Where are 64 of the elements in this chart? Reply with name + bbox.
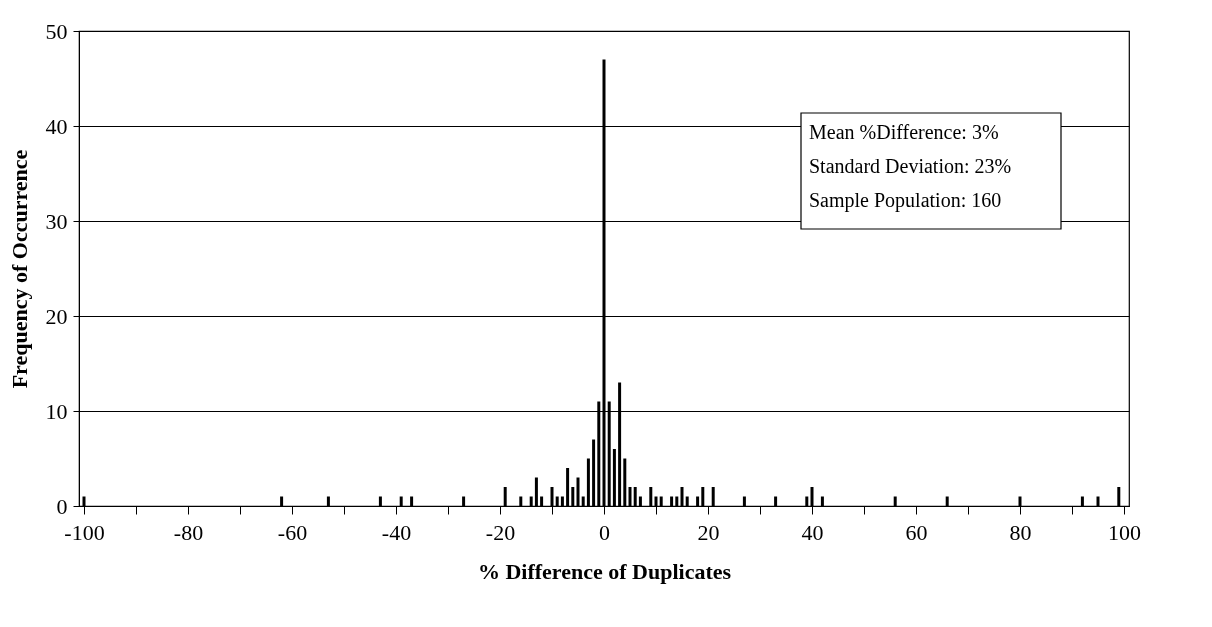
- bar: [503, 487, 507, 506]
- x-tick-label: 40: [801, 519, 824, 545]
- bar: [566, 468, 570, 506]
- x-tick-label: -40: [381, 519, 412, 545]
- y-tick-label: 30: [45, 208, 68, 234]
- y-tick-label: 50: [45, 18, 68, 44]
- annotation: Standard Deviation: 23%: [809, 155, 1012, 178]
- bar: [586, 458, 590, 506]
- bar: [378, 496, 382, 506]
- x-tick-label: -80: [173, 519, 204, 545]
- bar: [1080, 496, 1084, 506]
- annotation: Mean %Difference: 3%: [809, 121, 999, 144]
- y-tick-label: 0: [56, 493, 68, 519]
- bar: [280, 496, 284, 506]
- bar: [571, 487, 575, 506]
- y-tick-label: 20: [45, 303, 68, 329]
- x-tick-label: -20: [485, 519, 516, 545]
- bar: [555, 496, 559, 506]
- bar: [410, 496, 414, 506]
- bar: [638, 496, 642, 506]
- bar: [945, 496, 949, 506]
- y-axis-title: Frequency of Occurrence: [6, 149, 32, 389]
- x-tick-label: 60: [905, 519, 928, 545]
- x-tick-label: -60: [277, 519, 308, 545]
- bar: [529, 496, 533, 506]
- bar: [612, 449, 616, 506]
- bar: [540, 496, 544, 506]
- bar: [628, 487, 632, 506]
- y-tick-label: 40: [45, 113, 68, 139]
- bar: [1096, 496, 1100, 506]
- bar: [675, 496, 679, 506]
- bar: [399, 496, 403, 506]
- x-tick-label: 20: [697, 519, 720, 545]
- x-tick-label: 80: [1009, 519, 1032, 545]
- bar: [633, 487, 637, 506]
- bar: [534, 477, 538, 506]
- bar: [701, 487, 705, 506]
- bar: [742, 496, 746, 506]
- bar: [581, 496, 585, 506]
- bar: [1117, 487, 1121, 506]
- x-axis-title: % Difference of Duplicates: [477, 558, 732, 584]
- bar: [805, 496, 809, 506]
- bar: [560, 496, 564, 506]
- y-tick-label: 10: [45, 398, 68, 424]
- bar: [462, 496, 466, 506]
- bar: [670, 496, 674, 506]
- bar: [711, 487, 715, 506]
- bar: [326, 496, 330, 506]
- bar: [519, 496, 523, 506]
- bar: [623, 458, 627, 506]
- x-tick-label: 0: [599, 519, 610, 545]
- bar: [680, 487, 684, 506]
- bar: [696, 496, 700, 506]
- bar: [576, 477, 580, 506]
- bar: [649, 487, 653, 506]
- x-tick-label: -100: [64, 519, 105, 545]
- bar: [893, 496, 897, 506]
- bar: [774, 496, 778, 506]
- bar: [685, 496, 689, 506]
- bar: [659, 496, 663, 506]
- bar: [820, 496, 824, 506]
- bar: [592, 439, 596, 506]
- x-tick-label: 100: [1108, 519, 1141, 545]
- annotation: Sample Population: 160: [809, 189, 1002, 213]
